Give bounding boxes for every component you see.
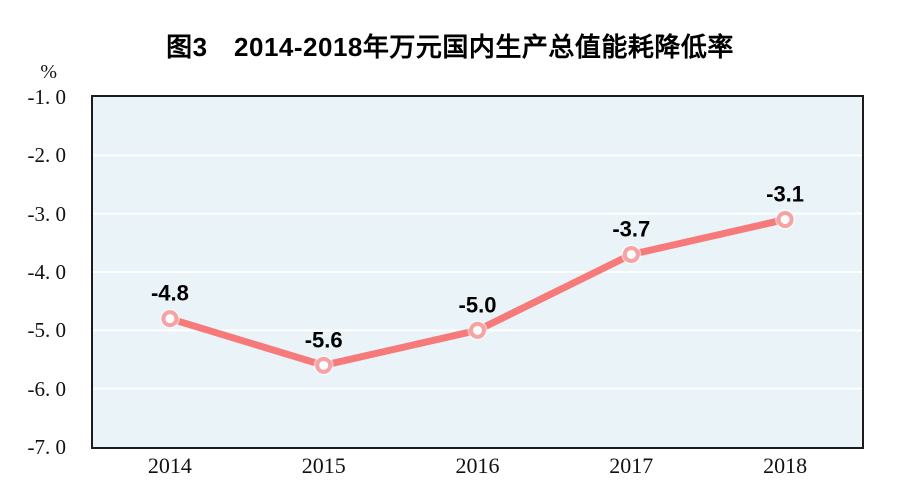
- x-tick-label: 2015: [301, 453, 346, 478]
- data-point-2015: [315, 356, 333, 374]
- y-tick-label: -2. 0: [27, 143, 67, 168]
- y-tick-label: -4. 0: [27, 260, 67, 284]
- x-tick-label: 2018: [763, 453, 808, 478]
- data-point-2016: [469, 321, 486, 339]
- y-axis-unit-label: %: [40, 61, 57, 83]
- y-tick-label: -1. 0: [27, 85, 67, 109]
- x-tick-label: 2014: [147, 453, 192, 478]
- chart-canvas: -4.8 -5.6 -5.0 -3.7 -3.1: [93, 154, 862, 390]
- data-point-label: -5.0: [459, 292, 497, 317]
- y-tick-label: -7. 0: [27, 435, 67, 459]
- plot-area: -4.8 -5.6 -5.0 -3.7 -3.1: [91, 95, 864, 449]
- data-point-2017: [622, 246, 640, 263]
- y-tick-label: -3. 0: [27, 201, 67, 226]
- data-point-label: -3.7: [612, 217, 650, 242]
- data-point-2018: [776, 211, 794, 228]
- x-tick-label: 2016: [455, 453, 500, 478]
- chart-title: 图3 2014-2018年万元国内生产总值能耗降低率: [166, 32, 734, 62]
- x-tick-label: 2017: [609, 453, 654, 478]
- y-tick-label: -6. 0: [27, 376, 67, 401]
- data-point-label: -3.1: [766, 182, 804, 207]
- data-point-2014: [161, 310, 179, 328]
- data-point-label: -5.6: [305, 327, 343, 352]
- y-tick-label: -5. 0: [27, 318, 67, 343]
- data-point-label: -4.8: [151, 281, 189, 306]
